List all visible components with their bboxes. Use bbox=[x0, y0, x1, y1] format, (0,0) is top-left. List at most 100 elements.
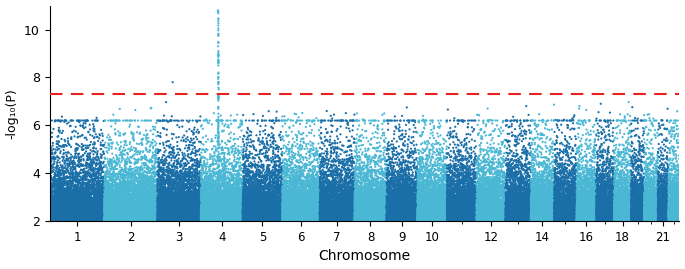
Point bbox=[456, 201, 466, 205]
Point bbox=[229, 207, 240, 211]
Point bbox=[371, 194, 382, 198]
Point bbox=[563, 205, 574, 210]
Point bbox=[82, 216, 92, 221]
Point bbox=[573, 217, 584, 221]
Point bbox=[442, 208, 453, 213]
Point bbox=[163, 212, 174, 216]
Point bbox=[249, 205, 260, 209]
Point bbox=[247, 176, 258, 180]
Point bbox=[350, 180, 361, 184]
Point bbox=[623, 209, 634, 213]
Point bbox=[536, 185, 547, 189]
Point bbox=[550, 190, 561, 194]
Point bbox=[413, 213, 424, 217]
Point bbox=[334, 204, 345, 209]
Point bbox=[429, 160, 440, 164]
Point bbox=[250, 219, 261, 223]
Point bbox=[238, 212, 249, 217]
Point bbox=[574, 194, 585, 198]
Point bbox=[229, 201, 240, 206]
Point bbox=[153, 205, 164, 210]
Point bbox=[266, 212, 277, 216]
Point bbox=[73, 180, 84, 185]
Point bbox=[542, 177, 553, 181]
Point bbox=[485, 214, 496, 218]
Point bbox=[54, 215, 65, 219]
Point bbox=[541, 200, 552, 204]
Point bbox=[339, 214, 350, 218]
Point bbox=[468, 203, 479, 208]
Point bbox=[347, 215, 358, 219]
Point bbox=[560, 187, 571, 191]
Point bbox=[245, 185, 256, 189]
Point bbox=[465, 204, 476, 208]
Point bbox=[297, 207, 308, 212]
Point bbox=[286, 203, 297, 208]
Point bbox=[289, 173, 300, 178]
Point bbox=[201, 208, 212, 213]
Point bbox=[62, 215, 73, 219]
Point bbox=[68, 189, 79, 193]
Point bbox=[593, 215, 603, 219]
Point bbox=[353, 213, 364, 218]
Point bbox=[395, 160, 406, 164]
Point bbox=[388, 211, 399, 215]
Point bbox=[578, 217, 589, 221]
Point bbox=[622, 199, 633, 203]
Point bbox=[584, 212, 595, 217]
Point bbox=[366, 155, 377, 160]
Point bbox=[113, 211, 124, 215]
Point bbox=[185, 209, 196, 213]
Point bbox=[275, 179, 286, 184]
Point bbox=[397, 213, 408, 218]
Point bbox=[525, 209, 536, 213]
Point bbox=[427, 209, 438, 213]
Point bbox=[223, 211, 234, 216]
Point bbox=[195, 156, 206, 161]
Point bbox=[327, 158, 338, 162]
Point bbox=[59, 192, 70, 196]
Point bbox=[190, 210, 201, 215]
Point bbox=[658, 208, 669, 212]
Point bbox=[171, 184, 182, 188]
Point bbox=[432, 219, 443, 223]
Point bbox=[155, 131, 166, 135]
Point bbox=[140, 215, 151, 219]
Point bbox=[122, 188, 133, 192]
Point bbox=[175, 165, 186, 169]
Point bbox=[383, 212, 394, 216]
Point bbox=[510, 216, 521, 220]
Point bbox=[338, 144, 349, 148]
Point bbox=[352, 218, 363, 222]
Point bbox=[508, 182, 519, 186]
Point bbox=[388, 208, 399, 213]
Point bbox=[60, 209, 71, 213]
Point bbox=[670, 197, 681, 202]
Point bbox=[49, 212, 60, 217]
Point bbox=[138, 211, 149, 216]
Point bbox=[415, 219, 426, 223]
Point bbox=[440, 204, 451, 208]
Point bbox=[245, 204, 256, 208]
Point bbox=[85, 165, 96, 169]
Point bbox=[251, 196, 262, 200]
Point bbox=[82, 205, 93, 210]
Point bbox=[175, 217, 186, 222]
Point bbox=[182, 213, 192, 217]
Point bbox=[299, 215, 310, 219]
Point bbox=[310, 206, 321, 210]
Point bbox=[112, 199, 123, 203]
Point bbox=[434, 211, 445, 216]
Point bbox=[588, 193, 599, 197]
Point bbox=[669, 177, 680, 181]
Point bbox=[475, 211, 486, 215]
Point bbox=[147, 217, 158, 221]
Point bbox=[293, 215, 304, 219]
Point bbox=[610, 171, 621, 176]
Point bbox=[530, 197, 540, 201]
Point bbox=[92, 217, 103, 221]
Point bbox=[669, 217, 680, 221]
Point bbox=[285, 211, 296, 215]
Point bbox=[520, 209, 531, 213]
Point bbox=[322, 217, 333, 222]
